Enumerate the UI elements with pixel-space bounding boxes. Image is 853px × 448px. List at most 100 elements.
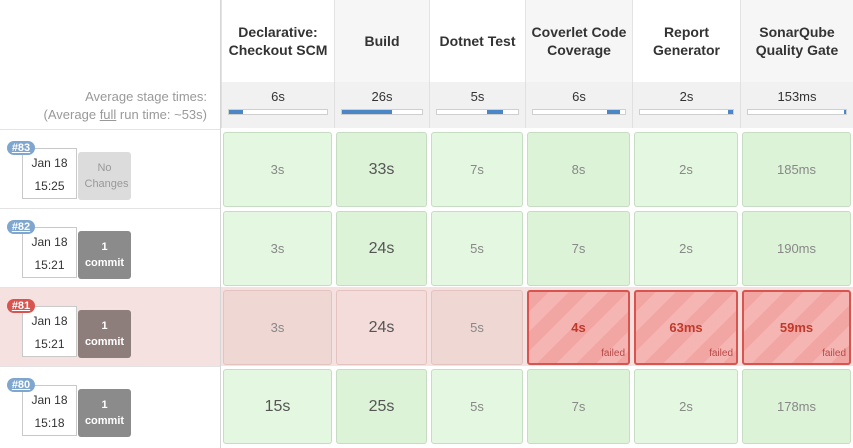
stage-cell[interactable]: 15s <box>223 369 332 444</box>
run-date-box: Jan 18 15:18 <box>22 385 77 436</box>
failed-label: failed <box>709 348 733 359</box>
stage-header-4: Report Generator <box>632 0 740 82</box>
stage-duration: 2s <box>679 399 693 414</box>
stage-duration: 5s <box>470 241 484 256</box>
stage-duration: 24s <box>368 318 395 336</box>
stage-cell[interactable]: 3s <box>223 290 332 365</box>
stage-cell[interactable]: 5s <box>431 369 523 444</box>
avg-prefix: (Average <box>43 107 100 122</box>
avg-label-line2: (Average full run time: ~53s) <box>44 106 207 124</box>
stage-duration: 185ms <box>776 162 817 177</box>
stage-duration: 7s <box>470 162 484 177</box>
stage-cell[interactable]: 190ms <box>742 211 851 286</box>
stage-cell[interactable]: 7s <box>527 369 630 444</box>
run-date-box: Jan 18 15:21 <box>22 227 77 278</box>
stage-cell[interactable]: 7s <box>527 211 630 286</box>
changes-button[interactable]: 1 commit <box>78 389 131 437</box>
stage-average-4: 2s <box>632 82 740 128</box>
stage-cell[interactable]: 5s <box>431 211 523 286</box>
stage-header-5: SonarQube Quality Gate <box>740 0 853 82</box>
stage-duration: 15s <box>264 397 291 415</box>
row-divider <box>0 129 221 130</box>
avg-label-line1: Average stage times: <box>85 89 207 104</box>
avg-suffix: run time: ~53s) <box>116 107 207 122</box>
changes-button[interactable]: No Changes <box>78 152 131 200</box>
stage-average-1: 26s <box>334 82 429 128</box>
stage-cell[interactable]: 178ms <box>742 369 851 444</box>
changes-button[interactable]: 1 commit <box>78 231 131 279</box>
stage-cell[interactable]: 185ms <box>742 132 851 207</box>
stage-cell[interactable]: 24s <box>336 211 427 286</box>
stage-cell[interactable]: 24s <box>336 290 427 365</box>
stage-cell[interactable]: 4s failed <box>527 290 630 365</box>
run-number-badge[interactable]: #80 <box>7 378 35 392</box>
changes-label: No Changes <box>84 162 129 190</box>
stage-cell[interactable]: 2s <box>634 132 738 207</box>
run-number-badge[interactable]: #83 <box>7 141 35 155</box>
changes-button[interactable]: 1 commit <box>78 310 131 358</box>
run-time: 15:21 <box>34 337 65 351</box>
stage-progress-bar <box>228 109 328 115</box>
stage-duration: 5s <box>470 320 484 335</box>
stage-cell[interactable]: 8s <box>527 132 630 207</box>
stage-duration: 8s <box>571 162 586 177</box>
stage-cell[interactable]: 3s <box>223 211 332 286</box>
stage-average-0: 6s <box>221 82 334 128</box>
stage-average-5: 153ms <box>740 82 853 128</box>
stage-duration: 2s <box>679 241 693 256</box>
stage-duration: 178ms <box>776 399 817 414</box>
stage-duration: 25s <box>368 397 395 415</box>
run-time: 15:21 <box>34 258 65 272</box>
stage-average-3: 6s <box>525 82 632 128</box>
stage-header-0: Declarative: Checkout SCM <box>221 0 334 82</box>
stage-header-1: Build <box>334 0 429 82</box>
stage-cell[interactable]: 5s <box>431 290 523 365</box>
stage-duration: 3s <box>270 241 285 256</box>
stage-cell[interactable]: 63ms failed <box>634 290 738 365</box>
stage-duration: 59ms <box>779 320 814 335</box>
stage-cell[interactable]: 25s <box>336 369 427 444</box>
stage-average-time: 153ms <box>777 89 817 104</box>
stage-header-2: Dotnet Test <box>429 0 525 82</box>
stage-cell[interactable]: 3s <box>223 132 332 207</box>
run-date: Jan 18 <box>31 235 68 249</box>
stage-progress-fill <box>487 110 504 114</box>
stage-average-time: 6s <box>572 89 586 104</box>
stage-average-time: 26s <box>371 89 393 104</box>
stage-cell[interactable]: 2s <box>634 369 738 444</box>
run-date: Jan 18 <box>31 393 68 407</box>
run-number-badge[interactable]: #82 <box>7 220 35 234</box>
stage-average-time: 5s <box>470 89 485 104</box>
stage-progress-fill <box>844 110 846 114</box>
stage-duration: 4s <box>571 320 586 335</box>
stage-cell[interactable]: 7s <box>431 132 523 207</box>
stage-progress-fill <box>728 110 733 114</box>
run-date-box: Jan 18 15:25 <box>22 148 77 199</box>
run-number-badge[interactable]: #81 <box>7 299 35 313</box>
stage-progress-bar <box>341 109 423 115</box>
stage-progress-fill <box>606 110 621 114</box>
stage-duration: 190ms <box>776 241 817 256</box>
row-divider <box>0 366 221 367</box>
stage-duration: 63ms <box>669 320 703 335</box>
changes-label: 1 commit <box>84 320 125 348</box>
run-time: 15:18 <box>34 416 65 430</box>
stage-cell[interactable]: 33s <box>336 132 427 207</box>
stage-average-2: 5s <box>429 82 525 128</box>
row-divider <box>0 287 221 288</box>
stage-progress-bar <box>747 109 847 115</box>
stage-duration: 24s <box>368 239 395 257</box>
full-link[interactable]: full <box>99 107 117 122</box>
changes-label: 1 commit <box>84 399 125 427</box>
stage-cell[interactable]: 2s <box>634 211 738 286</box>
stage-duration: 3s <box>270 320 285 335</box>
changes-label: 1 commit <box>84 241 125 269</box>
stage-progress-bar <box>532 109 626 115</box>
stage-progress-fill <box>342 110 392 114</box>
stage-header-3: Coverlet Code Coverage <box>525 0 632 82</box>
run-date: Jan 18 <box>31 314 68 328</box>
average-stage-times-label: Average stage times: (Average full run t… <box>44 88 207 124</box>
run-date: Jan 18 <box>31 156 68 170</box>
stage-duration: 2s <box>679 162 693 177</box>
stage-cell[interactable]: 59ms failed <box>742 290 851 365</box>
